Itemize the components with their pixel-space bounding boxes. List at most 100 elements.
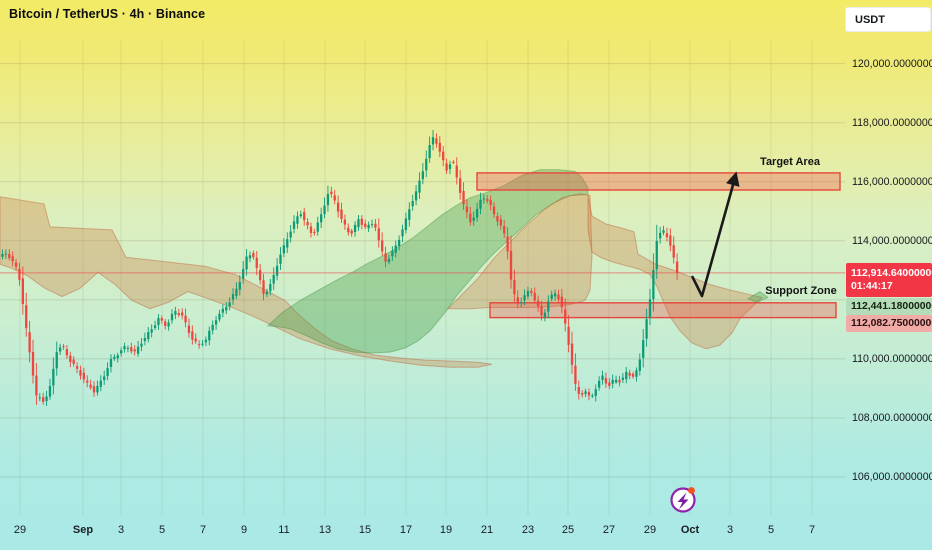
time-axis-label: Sep bbox=[72, 524, 94, 536]
candle-body bbox=[367, 224, 370, 229]
current-price-value: 112,914.64000000 bbox=[851, 268, 932, 279]
candle-body bbox=[262, 280, 265, 294]
candle-body bbox=[462, 191, 465, 205]
candle-body bbox=[547, 301, 550, 312]
candle-body bbox=[181, 312, 184, 316]
trend-arrow[interactable] bbox=[691, 171, 740, 298]
candle-body bbox=[587, 392, 591, 396]
candle-body bbox=[245, 256, 248, 270]
candle-body bbox=[174, 311, 177, 315]
candle-body bbox=[503, 226, 506, 234]
candle-body bbox=[377, 228, 380, 241]
currency-button[interactable]: USDT bbox=[845, 7, 931, 32]
candle-body bbox=[401, 229, 404, 237]
time-axis[interactable]: 29 Sep 3 5 7 9 11 13 15 17 19 21 23 25 27 29 Oct 3 5 7 bbox=[0, 515, 845, 550]
price-axis-label: 106,000.00000000 bbox=[852, 471, 932, 484]
support-lower-price-value: 112,082.75000000 bbox=[851, 318, 932, 329]
candle-body bbox=[442, 151, 445, 161]
price-axis-label: 118,000.00000000 bbox=[852, 116, 932, 129]
candle-body bbox=[292, 221, 296, 229]
candle-body bbox=[14, 262, 18, 267]
time-axis-label: 9 bbox=[240, 524, 248, 536]
candle-body bbox=[208, 330, 211, 341]
trend-arrow-head bbox=[726, 171, 740, 187]
candle-body bbox=[248, 255, 252, 259]
candle-body bbox=[543, 312, 547, 318]
candle-body bbox=[611, 379, 614, 384]
target-area-zone-rect[interactable] bbox=[476, 172, 841, 191]
candle-body bbox=[320, 214, 323, 223]
candle-body bbox=[357, 219, 360, 228]
lightning-bolt-glyph bbox=[677, 492, 689, 510]
candle-body bbox=[126, 348, 130, 350]
support-zone-label[interactable]: Support Zone bbox=[765, 285, 837, 297]
time-axis-label: 3 bbox=[117, 524, 125, 536]
support-upper-price-value: 112,441.18000000 bbox=[851, 300, 932, 312]
price-axis[interactable]: 120,000.00000000 118,000.00000000 116,000.… bbox=[845, 40, 932, 515]
candle-body bbox=[58, 347, 62, 352]
candle-body bbox=[465, 206, 469, 213]
price-axis-label: 110,000.00000000 bbox=[852, 352, 932, 365]
candle-body bbox=[184, 315, 187, 323]
candle-body bbox=[130, 347, 133, 352]
candle-body bbox=[299, 214, 302, 217]
candle-body bbox=[625, 371, 628, 380]
candle-body bbox=[469, 213, 472, 223]
candle-body bbox=[397, 239, 401, 247]
candle-body bbox=[560, 296, 563, 308]
candle-body bbox=[343, 219, 347, 225]
candle-body bbox=[364, 223, 367, 227]
target-area-label[interactable]: Target Area bbox=[760, 156, 820, 168]
candle-body bbox=[659, 232, 662, 239]
ichimoku-cloud bbox=[0, 169, 769, 368]
candle-body bbox=[475, 208, 479, 218]
candle-body bbox=[109, 358, 113, 367]
candle-body bbox=[553, 293, 557, 297]
time-axis-label: 21 bbox=[480, 524, 494, 536]
candle-body bbox=[482, 198, 486, 200]
candle-body bbox=[645, 319, 648, 339]
support-upper-price-label: 112,441.18000000 bbox=[846, 297, 932, 315]
support-zone[interactable] bbox=[489, 302, 837, 319]
support-zone-rect[interactable] bbox=[489, 302, 837, 319]
candle-body bbox=[597, 380, 601, 388]
candle-body bbox=[143, 338, 147, 342]
candle-body bbox=[52, 368, 55, 386]
candle-body bbox=[496, 216, 499, 222]
candle-body bbox=[201, 343, 204, 345]
candle-body bbox=[65, 349, 69, 356]
candle-body bbox=[404, 218, 408, 230]
candle-body bbox=[631, 373, 635, 377]
cloud-green bbox=[746, 291, 769, 304]
candle-body bbox=[540, 306, 543, 316]
time-axis-label: 15 bbox=[358, 524, 372, 536]
candle-body bbox=[536, 300, 540, 307]
candle-body bbox=[28, 332, 31, 353]
time-axis-label: 27 bbox=[602, 524, 616, 536]
candle-body bbox=[4, 253, 8, 255]
event-lightning-icon[interactable] bbox=[670, 487, 696, 513]
candle-body bbox=[211, 324, 214, 331]
candle-body bbox=[21, 278, 24, 304]
candle-body bbox=[113, 356, 116, 359]
candle-body bbox=[614, 379, 618, 383]
candle-body bbox=[228, 302, 231, 307]
candle-body bbox=[252, 253, 255, 258]
candle-body bbox=[347, 227, 350, 233]
candle-body bbox=[25, 305, 28, 329]
target-area-zone[interactable] bbox=[476, 172, 841, 191]
time-axis-label: Oct bbox=[680, 524, 700, 536]
candle-body bbox=[99, 380, 102, 387]
candle-body bbox=[197, 344, 201, 346]
candle-body bbox=[655, 241, 658, 270]
candle-body bbox=[194, 338, 197, 342]
candle-body bbox=[177, 313, 180, 316]
candle-body bbox=[486, 198, 489, 202]
symbol-title[interactable]: Bitcoin / TetherUS · 4h · Binance bbox=[9, 7, 206, 21]
candle-body bbox=[448, 164, 452, 169]
candle-body bbox=[11, 256, 14, 262]
candle-body bbox=[340, 209, 343, 219]
price-axis-label: 120,000.00000000 bbox=[852, 57, 932, 70]
candle-body bbox=[140, 343, 143, 347]
